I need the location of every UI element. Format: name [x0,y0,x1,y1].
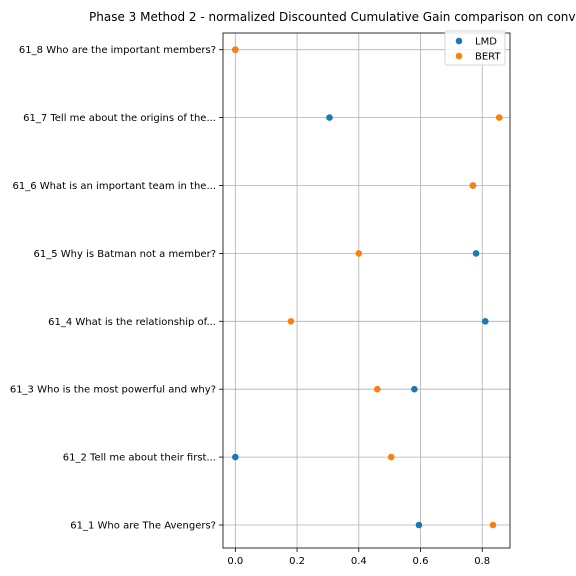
y-tick-label: 61_3 Who is the most powerful and why? [10,385,216,396]
data-point-lmd [411,385,418,393]
x-tick-label: 0.2 [289,556,305,567]
data-point-bert [469,182,477,189]
data-point-lmd [472,250,480,257]
plot-frame [222,32,511,549]
y-tick-label: 61_4 What is the relationship of... [48,317,216,328]
data-point-lmd [415,521,423,529]
data-point-bert [355,250,363,257]
data-point-bert [374,385,381,393]
legend-label-bert: BERT [475,52,501,63]
chart-title: Phase 3 Method 2 - normalized Discounted… [89,10,576,24]
y-tick-label: 61_8 Who are the important members? [19,45,216,56]
y-tick-label: 61_1 Who are The Avengers? [70,521,216,532]
data-point-lmd [326,114,333,121]
legend: LMD BERT [444,30,506,66]
x-tick-label: 0.6 [413,556,429,567]
x-tick-label: 0.8 [474,556,490,567]
grid-layer [223,33,510,548]
data-point-bert [232,46,239,53]
axes-layer: 0.0 0.2 0.4 0.6 0.8 61_1 Who are The Avengers… [10,32,511,567]
legend-label-lmd: LMD [475,37,497,48]
data-point-bert [287,318,295,325]
x-tick-label: 0.0 [227,556,243,567]
legend-marker-lmd [455,37,463,45]
points-layer [232,46,503,529]
y-tick-label: 61_2 Tell me about their first... [63,453,216,464]
data-point-lmd [232,453,239,461]
y-tick-label: 61_6 What is an important team in the... [13,181,216,192]
x-tick-label: 0.4 [351,556,367,567]
data-point-bert [387,453,395,461]
data-point-bert [495,114,503,121]
y-tick-label: 61_7 Tell me about the origins of the... [23,113,216,124]
data-point-bert [489,521,497,529]
data-point-lmd [482,318,489,325]
legend-marker-bert [455,52,463,60]
y-tick-label: 61_5 Why is Batman not a member? [34,249,216,260]
